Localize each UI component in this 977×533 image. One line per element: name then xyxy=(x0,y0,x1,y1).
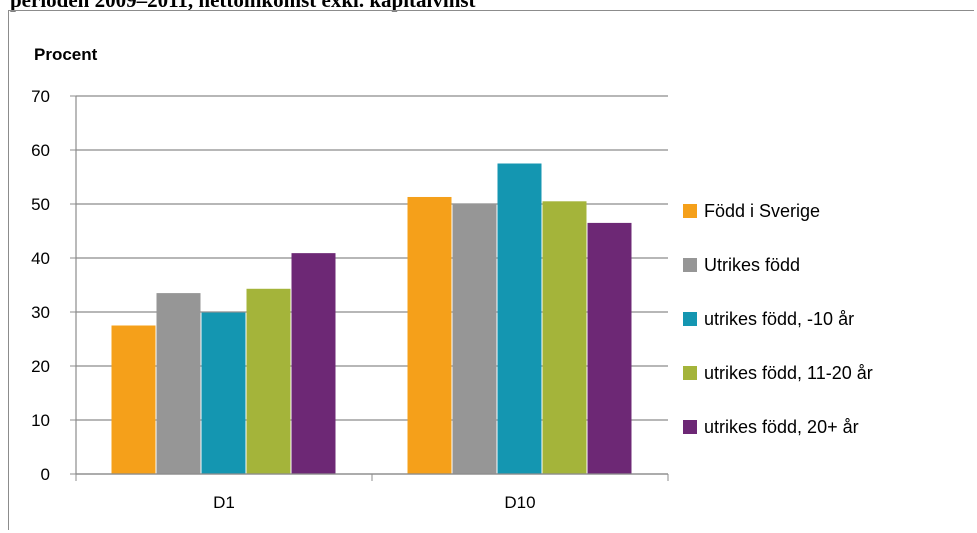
y-tick-label: 60 xyxy=(31,141,50,160)
legend-swatch xyxy=(683,420,697,434)
legend-label: utrikes född, 20+ år xyxy=(704,417,859,437)
legend-label: Utrikes född xyxy=(704,255,800,275)
y-tick-label: 0 xyxy=(41,465,50,484)
bar xyxy=(111,325,156,474)
bar xyxy=(246,288,291,474)
bar xyxy=(497,163,542,474)
legend-swatch xyxy=(683,258,697,272)
legend-swatch xyxy=(683,366,697,380)
y-tick-label: 30 xyxy=(31,303,50,322)
legend-label: utrikes född, 11-20 år xyxy=(704,363,873,383)
x-tick-label: D10 xyxy=(504,493,535,512)
legend-label: Född i Sverige xyxy=(704,201,820,221)
bar xyxy=(291,253,336,474)
bar xyxy=(452,204,497,474)
x-tick-label: D1 xyxy=(213,493,235,512)
y-tick-label: 40 xyxy=(31,249,50,268)
y-tick-label: 50 xyxy=(31,195,50,214)
y-tick-label: 70 xyxy=(31,87,50,106)
bar xyxy=(407,196,452,475)
bar xyxy=(156,293,201,474)
bar xyxy=(201,312,246,474)
bar xyxy=(542,201,587,475)
legend-label: utrikes född, -10 år xyxy=(704,309,854,329)
legend-swatch xyxy=(683,204,697,218)
y-tick-label: 20 xyxy=(31,357,50,376)
chart-frame xyxy=(8,10,974,530)
y-tick-label: 10 xyxy=(31,411,50,430)
y-axis-label: Procent xyxy=(34,45,98,64)
figure-caption: perioden 2009–2011, nettoinkomst exkl. k… xyxy=(10,0,476,12)
bar xyxy=(587,222,632,474)
legend-swatch xyxy=(683,312,697,326)
